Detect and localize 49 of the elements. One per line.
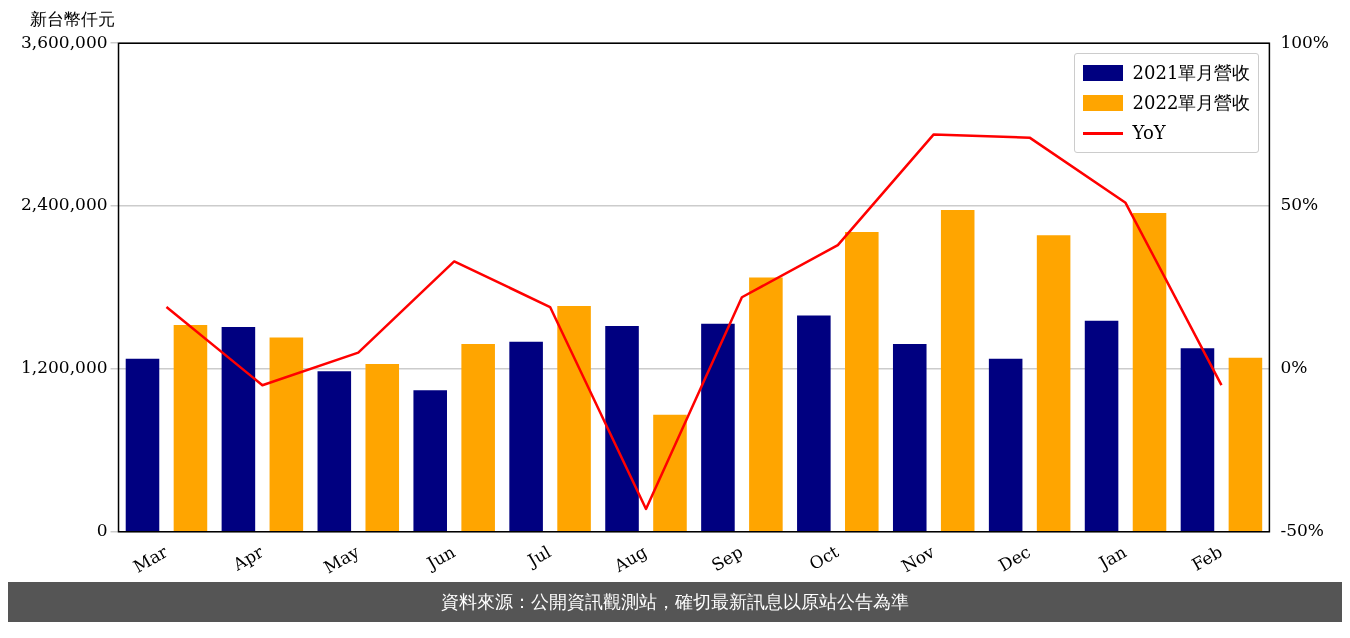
x-tick-label: Sep: [707, 541, 747, 576]
x-tick-label: Dec: [995, 541, 1034, 576]
x-tick-label: May: [320, 541, 363, 578]
bar: [797, 315, 831, 532]
legend-label: YoY: [1132, 121, 1166, 146]
bar: [173, 324, 208, 532]
x-tick-label: Jul: [522, 541, 555, 572]
y2-tick-label: 100%: [1280, 31, 1330, 52]
bar: [557, 305, 591, 532]
x-tick-label: Nov: [897, 541, 939, 577]
x-tick-label: Aug: [609, 541, 651, 577]
bar: [1036, 235, 1071, 532]
bar: [701, 323, 735, 532]
y-axis-title: 新台幣仟元: [29, 8, 116, 30]
x-tick-label: Oct: [805, 541, 843, 575]
bar: [365, 364, 400, 532]
bar: [1180, 348, 1215, 532]
bar: [845, 232, 879, 532]
y-tick-label: 1,200,000: [20, 357, 108, 378]
y-tick-label: 3,600,000: [20, 31, 108, 52]
y2-tick-label: 50%: [1280, 194, 1319, 215]
x-tick-label: Jun: [421, 541, 459, 575]
legend-label: 2022單月營收: [1132, 91, 1251, 116]
bar: [1132, 213, 1167, 532]
bar: [1228, 357, 1263, 532]
bar: [1084, 320, 1119, 532]
bar: [509, 341, 543, 532]
bar: [605, 326, 639, 532]
bar: [988, 358, 1023, 532]
x-tick-label: Feb: [1188, 541, 1226, 575]
bar: [269, 337, 304, 532]
y-tick-label: 2,400,000: [20, 194, 108, 215]
bar: [892, 343, 927, 532]
bar: [413, 390, 447, 532]
x-tick-label: Apr: [228, 541, 268, 576]
legend-label: 2021單月營收: [1132, 61, 1251, 86]
bar: [940, 209, 975, 532]
y-tick-label: 0: [96, 520, 108, 541]
bar: [461, 343, 495, 532]
y2-tick-label: 0%: [1280, 357, 1308, 378]
y2-tick-label: -50%: [1280, 520, 1324, 541]
bar: [221, 327, 256, 532]
source-note: 資料來源：公開資訊觀測站，確切最新訊息以原站公告為準: [8, 582, 1342, 622]
x-tick-label: Mar: [129, 541, 172, 577]
bar: [653, 414, 687, 532]
bar: [749, 277, 783, 532]
bar: [125, 358, 160, 532]
x-tick-label: Jan: [1093, 541, 1130, 574]
bar: [317, 371, 352, 532]
